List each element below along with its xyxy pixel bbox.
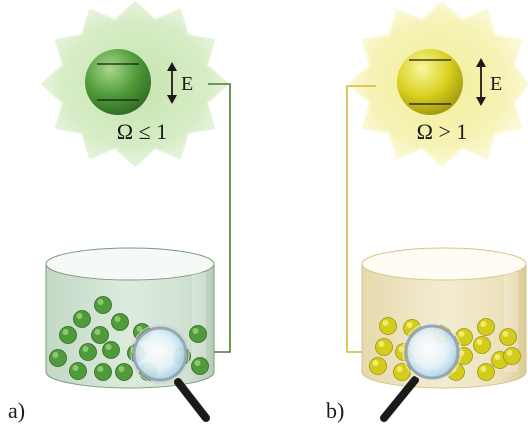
particle bbox=[69, 362, 87, 380]
particle-highlight bbox=[52, 352, 59, 358]
particle-highlight bbox=[97, 299, 104, 305]
particle bbox=[111, 313, 129, 331]
particle bbox=[379, 317, 397, 335]
particle-highlight bbox=[192, 328, 199, 334]
panel-b: E Ω > 1 b) bbox=[326, 1, 528, 423]
double-arrow-icon bbox=[476, 58, 486, 106]
particle bbox=[49, 349, 67, 367]
particle-highlight bbox=[458, 331, 465, 337]
particle bbox=[499, 328, 517, 346]
particle-highlight bbox=[136, 326, 143, 332]
particle bbox=[477, 363, 495, 381]
particle-highlight bbox=[378, 341, 385, 347]
particle-highlight bbox=[94, 329, 101, 335]
particle-highlight bbox=[82, 346, 89, 352]
particle bbox=[189, 325, 207, 343]
particle-highlight bbox=[480, 366, 487, 372]
particle-highlight bbox=[114, 316, 121, 322]
double-arrow-icon bbox=[167, 62, 177, 104]
condition-label-a: Ω ≤ 1 bbox=[117, 119, 167, 144]
particle-highlight bbox=[480, 321, 487, 327]
energy-sphere-a bbox=[85, 49, 151, 115]
particle-highlight bbox=[72, 365, 79, 371]
particle-highlight bbox=[406, 322, 413, 328]
particle-highlight bbox=[105, 344, 112, 350]
particle-highlight bbox=[502, 331, 509, 337]
energy-sphere-b bbox=[397, 49, 463, 115]
particle bbox=[473, 336, 491, 354]
energy-label-a: E bbox=[181, 73, 193, 95]
magnifier-icon bbox=[380, 322, 462, 422]
particle-highlight bbox=[476, 339, 483, 345]
particle-highlight bbox=[194, 360, 201, 366]
particle bbox=[115, 363, 133, 381]
particle bbox=[393, 363, 411, 381]
particle bbox=[477, 318, 495, 336]
panel-label-b: b) bbox=[326, 398, 344, 423]
particle-highlight bbox=[396, 366, 403, 372]
particle bbox=[375, 338, 393, 356]
particle-highlight bbox=[494, 354, 501, 360]
panel-a: E Ω ≤ 1 a) bbox=[8, 1, 231, 423]
particle bbox=[369, 357, 387, 375]
particle-highlight bbox=[118, 366, 125, 372]
particle bbox=[503, 347, 521, 365]
particle bbox=[102, 341, 120, 359]
particle-highlight bbox=[62, 329, 69, 335]
panel-label-a: a) bbox=[8, 398, 25, 423]
particle bbox=[73, 310, 91, 328]
condition-label-b: Ω > 1 bbox=[417, 119, 468, 144]
particle bbox=[59, 326, 77, 344]
particle-highlight bbox=[382, 320, 389, 326]
particle bbox=[91, 326, 109, 344]
particle bbox=[79, 343, 97, 361]
particle bbox=[94, 363, 112, 381]
particle bbox=[191, 357, 209, 375]
particle-highlight bbox=[97, 366, 104, 372]
magnifier-icon bbox=[130, 324, 210, 422]
particle-highlight bbox=[458, 350, 465, 356]
energy-label-b: E bbox=[490, 73, 502, 95]
particle-highlight bbox=[506, 350, 513, 356]
particle-highlight bbox=[76, 313, 83, 319]
particle bbox=[455, 328, 473, 346]
particle-highlight bbox=[372, 360, 379, 366]
particle bbox=[94, 296, 112, 314]
